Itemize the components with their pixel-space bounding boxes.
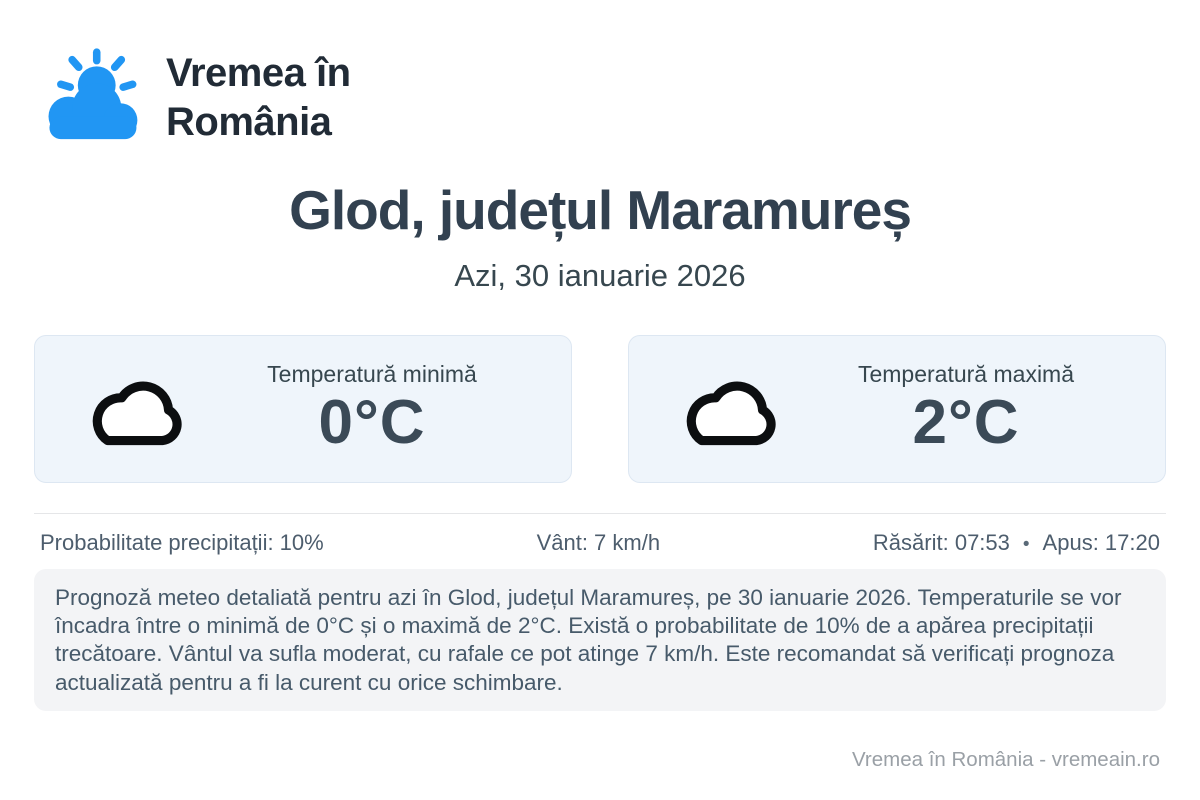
forecast-panel: Prognoză meteo detaliată pentru azi în G… [34,568,1166,711]
bullet-separator: • [1022,533,1030,555]
sun-times: Răsărit: 07:53 • Apus: 17:20 [873,530,1160,556]
cloud-icon [669,367,791,451]
precipitation-stat: Probabilitate precipitații: 10% [40,529,324,555]
min-temperature-card: Temperatură minimă 0°C [34,334,572,483]
min-temperature-value: 0°C [318,388,426,458]
brand-name-line2: România [166,100,332,144]
brand-name-line1: Vremea în [166,51,351,96]
max-temperature-label: Temperatură maximă [857,361,1075,388]
page-title: Glod, județul Maramureș [289,179,912,241]
weather-page: Vremea în România Glod, județul Maramure… [34,0,1166,771]
brand-name: Vremea în România [166,49,351,147]
max-temperature-content: Temperatură maximă 2°C [791,361,1141,455]
temperature-cards: Temperatură minimă 0°C Temperatură maxim… [34,334,1166,483]
cloud-icon [75,367,197,451]
max-temperature-card: Temperatură maximă 2°C [628,334,1166,483]
forecast-text: Prognoză meteo detaliată pentru azi în G… [55,584,1122,695]
min-temperature-content: Temperatură minimă 0°C [197,361,547,455]
stats-divider [34,512,1166,514]
sun-cloud-icon [40,48,144,148]
stats-row: Probabilitate precipitații: 10% Vânt: 7 … [34,514,1166,556]
page-subtitle: Azi, 30 ianuarie 2026 [454,257,746,293]
sunset-stat: Apus: 17:20 [1042,529,1160,555]
min-temperature-label: Temperatură minimă [267,361,477,388]
header: Vremea în România [34,0,1166,148]
max-temperature-value: 2°C [912,388,1020,458]
wind-stat: Vânt: 7 km/h [536,529,661,555]
sunrise-stat: Răsărit: 07:53 [872,529,1010,555]
footer-credit: Vremea în România - vremeain.ro [851,747,1160,771]
